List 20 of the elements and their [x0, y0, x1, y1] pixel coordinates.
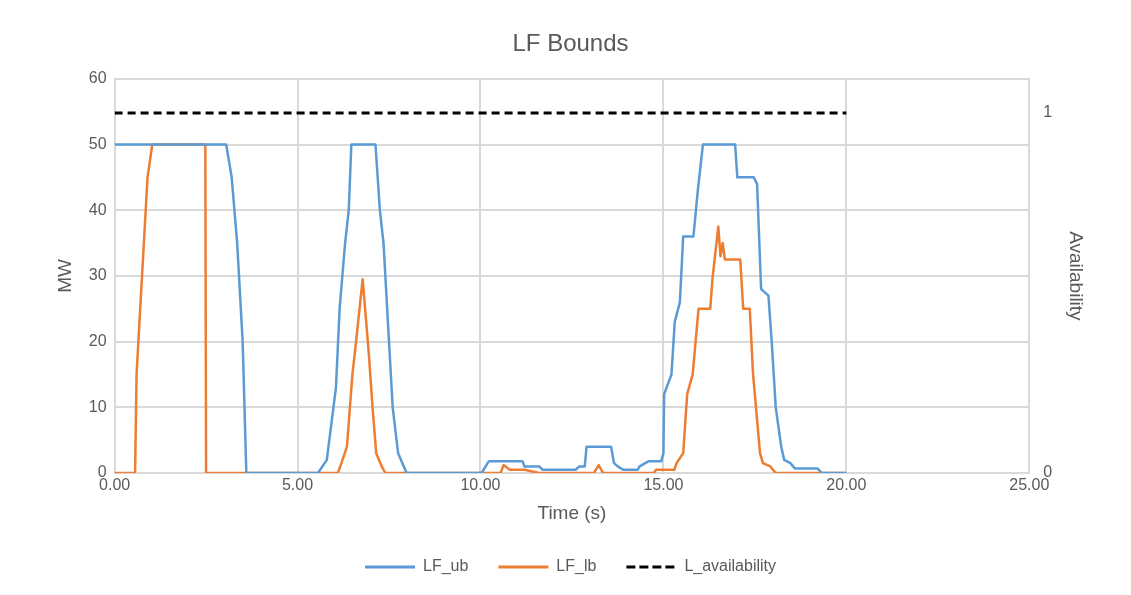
y2-axis-title: Availability [1066, 231, 1088, 322]
legend-label: LF_lb [556, 557, 597, 576]
y2-tick-label: 1 [1043, 103, 1053, 121]
y-tick-label: 20 [88, 332, 107, 350]
x-axis-title: Time (s) [537, 501, 607, 523]
x-tick-label: 20.00 [826, 476, 867, 494]
x-tick-label: 0.00 [99, 476, 131, 494]
y-tick-label: 60 [88, 69, 107, 87]
y-tick-label: 30 [88, 266, 107, 284]
y-tick-label: 10 [88, 397, 107, 415]
legend-label: LF_ub [423, 557, 469, 576]
x-tick-label: 25.00 [1009, 476, 1050, 494]
chart-title: LF Bounds [512, 29, 629, 57]
y-axis-title: MW [53, 258, 75, 293]
x-tick-label: 5.00 [281, 476, 314, 494]
y-tick-label: 50 [88, 134, 107, 152]
x-tick-label: 10.00 [460, 476, 501, 494]
x-tick-label: 15.00 [643, 476, 684, 494]
y-tick-label: 40 [88, 200, 107, 218]
legend-label: L_availability [684, 557, 776, 576]
